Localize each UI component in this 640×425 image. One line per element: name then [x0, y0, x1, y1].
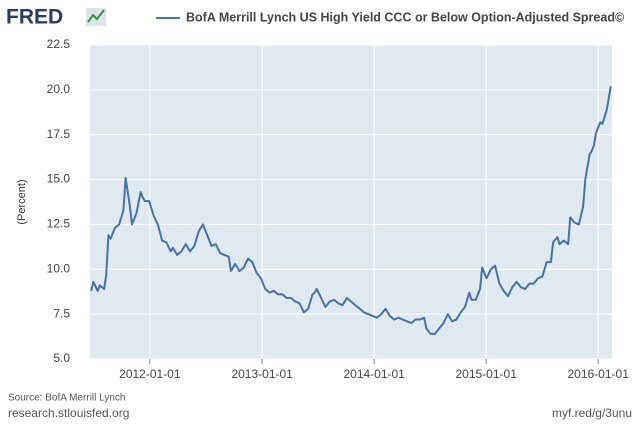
legend-label: BofA Merrill Lynch US High Yield CCC or … [186, 10, 625, 24]
y-tick-label: 17.5 [47, 127, 71, 141]
x-tick-label: 2015-01-01 [455, 367, 517, 381]
logo-icon-line [87, 9, 105, 23]
logo: FRED [6, 6, 63, 29]
y-tick-label: 10.0 [47, 261, 71, 275]
source: Source: BofA Merrill Lynch [8, 393, 125, 404]
plot-area [90, 45, 612, 359]
x-tick-label: 2013-01-01 [231, 367, 293, 381]
y-tick-label: 15.0 [47, 172, 71, 186]
x-tick-label: 2014-01-01 [343, 367, 405, 381]
y-tick-label: 5.0 [53, 351, 70, 365]
footer-left: research.stlouisfed.org [8, 406, 129, 420]
y-tick-label: 12.5 [47, 217, 71, 231]
x-tick-label: 2016-01-01 [567, 367, 629, 381]
y-axis-label: (Percent) [16, 179, 28, 224]
y-tick-label: 22.5 [47, 37, 71, 51]
series-line [90, 86, 612, 335]
y-tick-label: 7.5 [53, 306, 70, 320]
x-tick-label: 2012-01-01 [119, 367, 181, 381]
y-tick-label: 20.0 [47, 82, 71, 96]
logo-icon [86, 8, 106, 26]
footer-right: myf.red/g/3unu [552, 406, 632, 420]
